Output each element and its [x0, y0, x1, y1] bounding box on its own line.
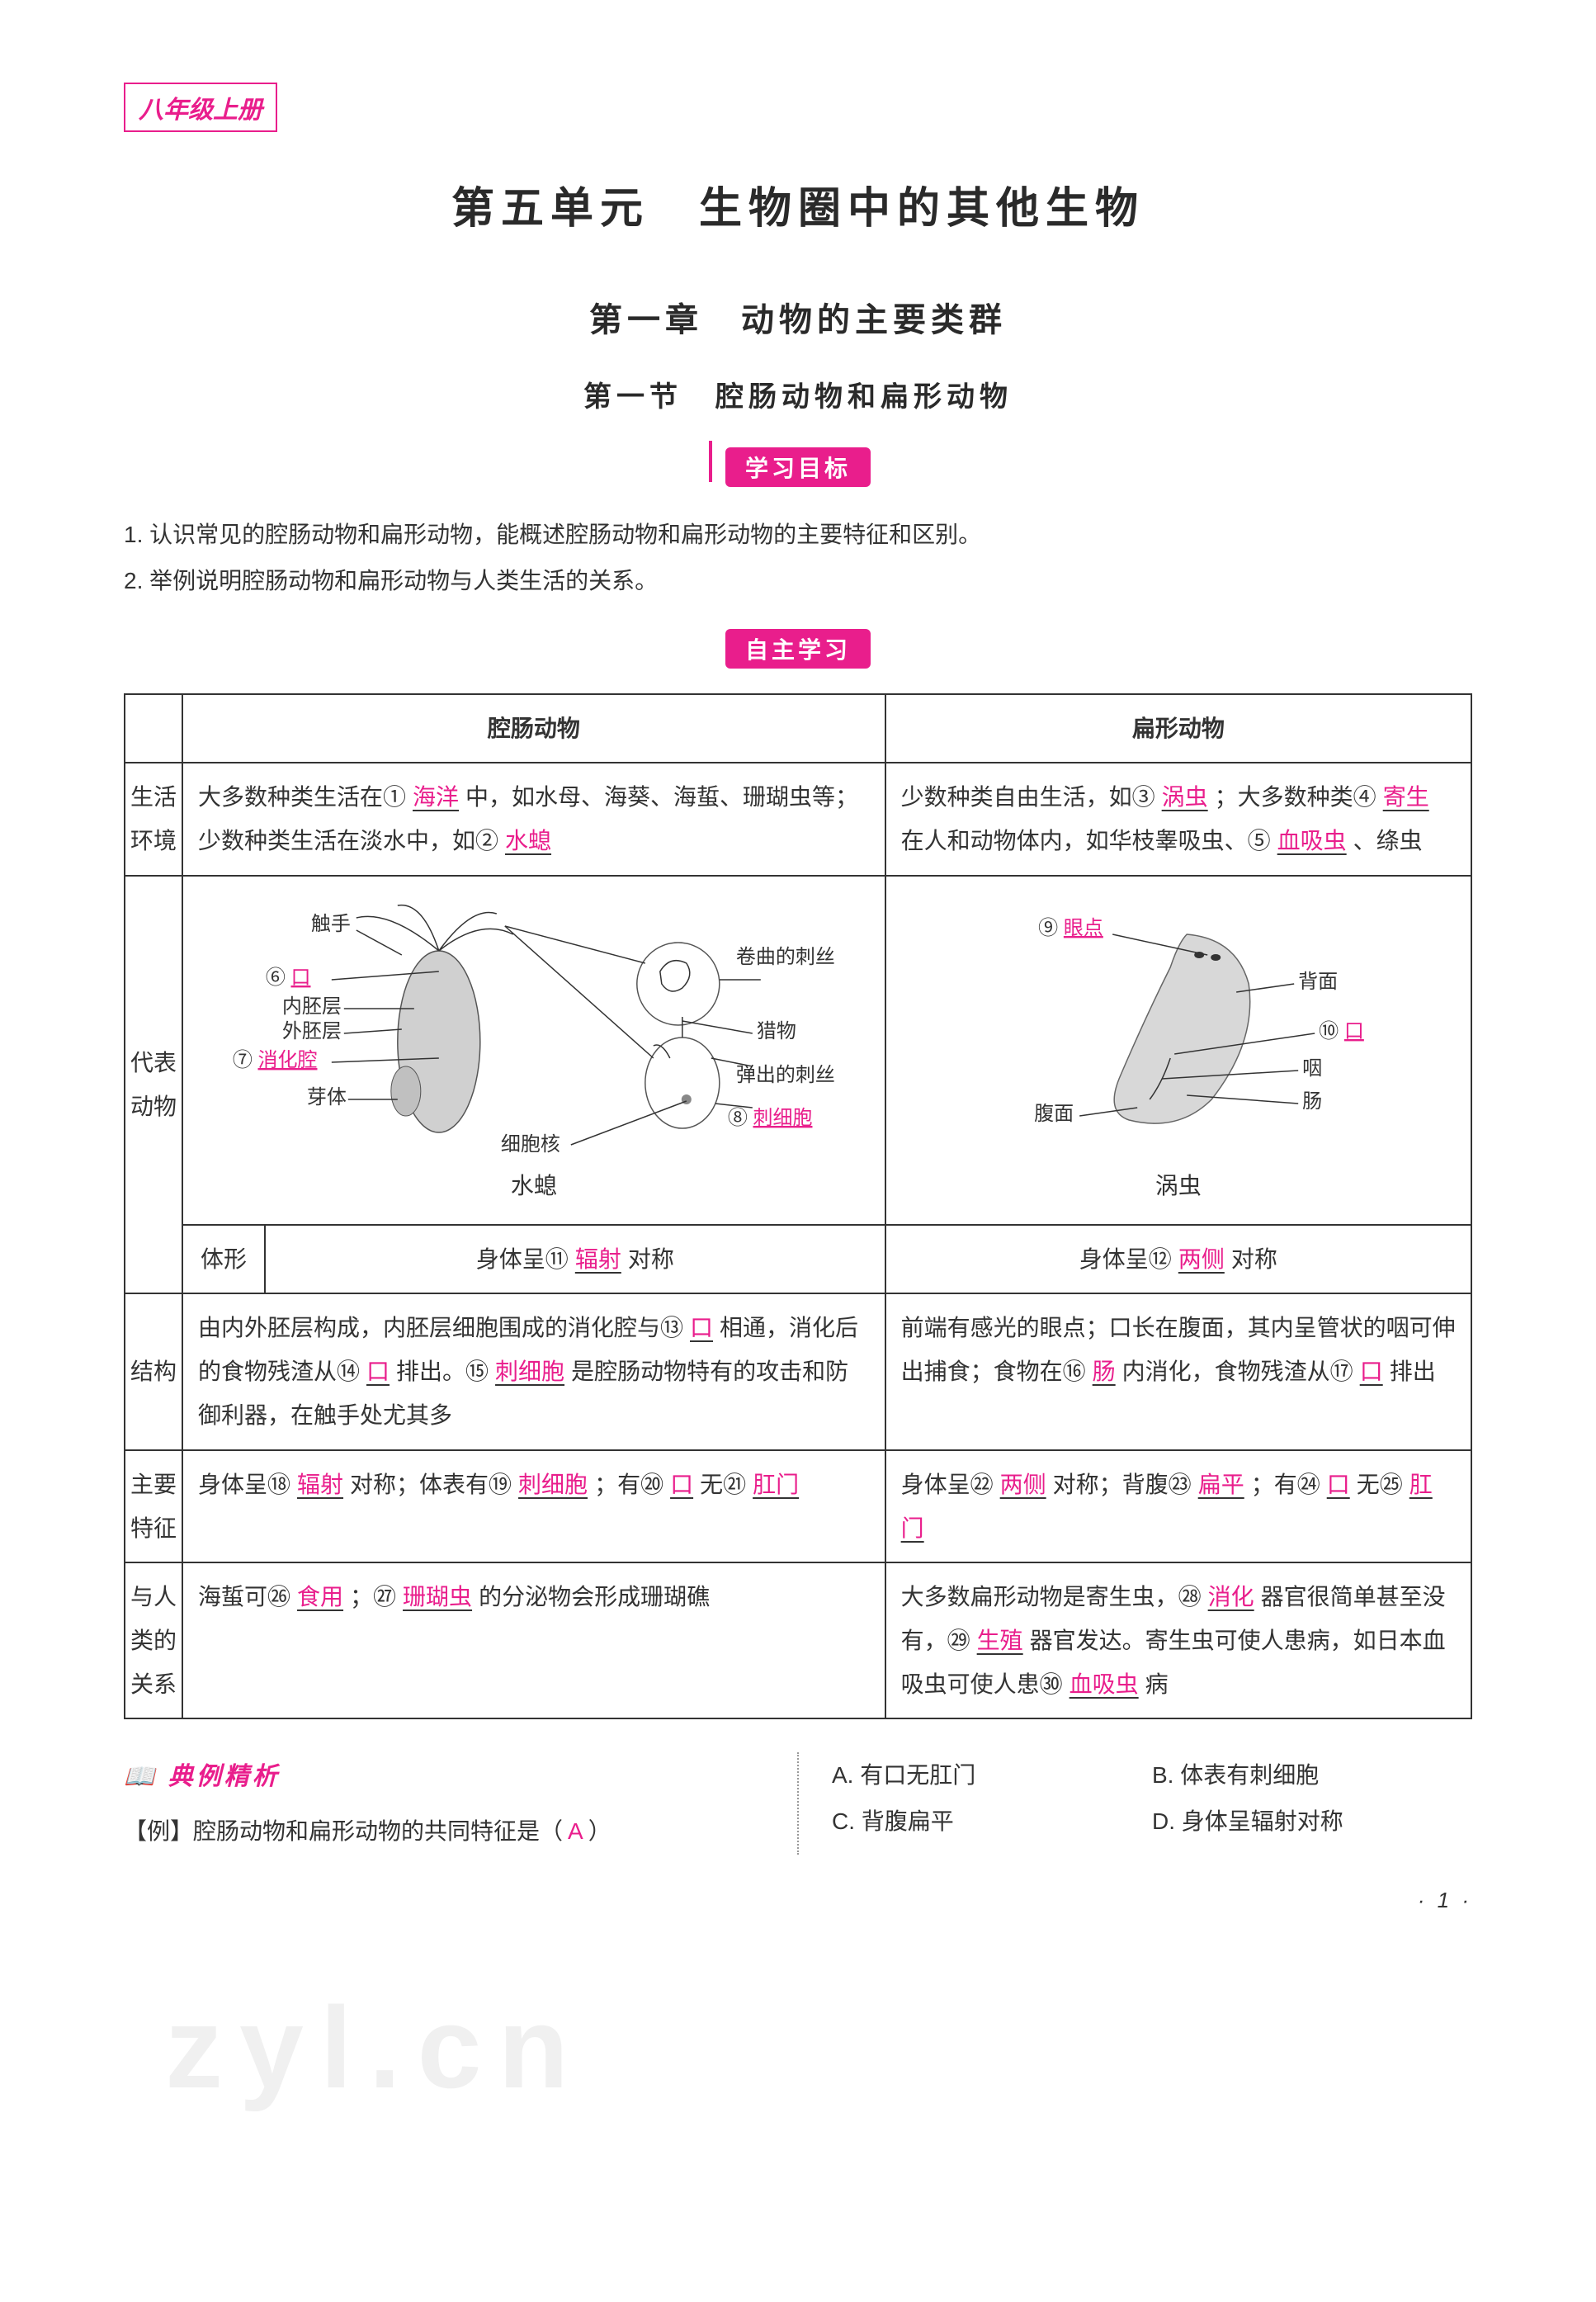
cell-feat-b: 身体呈㉒两侧对称；背腹㉓扁平；有㉔口无㉕肛门: [885, 1450, 1471, 1562]
example-options: A. 有口无肛门 B. 体表有刺细胞 C. 背腹扁平 D. 身体呈辐射对称: [797, 1752, 1472, 1855]
svg-text:肠: 肠: [1302, 1090, 1322, 1113]
row-header-human: 与人类的关系: [125, 1562, 182, 1719]
grade-badge: 八年级上册: [124, 83, 277, 132]
table-row: 主要特征 身体呈⑱辐射对称；体表有⑲刺细胞；有⑳口无㉑肛门 身体呈㉒两侧对称；背…: [125, 1450, 1471, 1562]
row-header-feat: 主要特征: [125, 1450, 182, 1562]
row-header-env: 生活环境: [125, 763, 182, 875]
option-d: D. 身体呈辐射对称: [1152, 1799, 1472, 1845]
self-study-badge: 自主学习: [124, 629, 1472, 669]
cell-shape-b: 身体呈⑫两侧对称: [885, 1225, 1471, 1293]
option-c: C. 背腹扁平: [832, 1799, 1152, 1845]
book-icon: 📖: [124, 1763, 158, 1790]
svg-text:背面: 背面: [1298, 971, 1338, 993]
svg-text:⑨ 眼点: ⑨ 眼点: [1038, 917, 1103, 939]
example-section: 📖 典例精析 【例】腔肠动物和扁形动物的共同特征是（A） A. 有口无肛门 B.…: [124, 1752, 1472, 1855]
table-header-row: 腔肠动物 扁形动物: [125, 694, 1471, 763]
objectives-list: 1. 认识常见的腔肠动物和扁形动物，能概述腔肠动物和扁形动物的主要特征和区别。 …: [124, 512, 1472, 604]
chapter-title: 第一章 动物的主要类群: [124, 293, 1472, 341]
option-b: B. 体表有刺细胞: [1152, 1752, 1472, 1799]
svg-text:触手: 触手: [311, 913, 351, 935]
page-number: · 1 ·: [124, 1888, 1472, 1913]
cell-struct-b: 前端有感光的眼点；口长在腹面，其内呈管状的咽可伸出捕食；食物在⑯肠内消化，食物残…: [885, 1293, 1471, 1450]
unit-title: 第五单元 生物圈中的其他生物: [124, 173, 1472, 235]
svg-text:外胚层: 外胚层: [282, 1020, 342, 1042]
example-question: 📖 典例精析 【例】腔肠动物和扁形动物的共同特征是（A）: [124, 1752, 797, 1855]
svg-text:细胞核: 细胞核: [501, 1133, 560, 1156]
table-row: 结构 由内外胚层构成，内胚层细胞围成的消化腔与⑬口相通，消化后的食物残渣从⑭口排…: [125, 1293, 1471, 1450]
planaria-diagram: ⑨ 眼点 背面 ⑩ 口 咽 腹面 肠: [903, 893, 1454, 1157]
svg-text:⑩ 口: ⑩ 口: [1319, 1020, 1364, 1042]
cell-env-a: 大多数种类生活在①海洋中，如水母、海葵、海蜇、珊瑚虫等；少数种类生活在淡水中，如…: [182, 763, 885, 875]
svg-text:芽体: 芽体: [307, 1086, 347, 1108]
table-row: 与人类的关系 海蜇可㉖食用；㉗珊瑚虫的分泌物会形成珊瑚礁 大多数扁形动物是寄生虫…: [125, 1562, 1471, 1719]
objective-item: 1. 认识常见的腔肠动物和扁形动物，能概述腔肠动物和扁形动物的主要特征和区别。: [124, 512, 1472, 558]
objective-item: 2. 举例说明腔肠动物和扁形动物与人类生活的关系。: [124, 558, 1472, 604]
svg-text:腹面: 腹面: [1034, 1103, 1074, 1125]
svg-text:弹出的刺丝: 弹出的刺丝: [736, 1064, 835, 1086]
sub-header-shape: 体形: [182, 1225, 265, 1293]
svg-text:卷曲的刺丝: 卷曲的刺丝: [736, 946, 835, 968]
watermark: zyl.cn: [165, 1981, 585, 2115]
table-row: 代表动物 触手 ⑥ 口 内胚层 外胚层 ⑦ 消化腔: [125, 876, 1471, 1225]
table-row: 生活环境 大多数种类生活在①海洋中，如水母、海葵、海蜇、珊瑚虫等；少数种类生活在…: [125, 763, 1471, 875]
cell-shape-a: 身体呈⑪辐射对称: [265, 1225, 885, 1293]
comparison-table: 腔肠动物 扁形动物 生活环境 大多数种类生活在①海洋中，如水母、海葵、海蜇、珊瑚…: [124, 693, 1472, 1719]
cell-env-b: 少数种类自由生活，如③涡虫；大多数种类④寄生在人和动物体内，如华枝睾吸虫、⑤血吸…: [885, 763, 1471, 875]
svg-text:猎物: 猎物: [757, 1020, 796, 1042]
svg-text:内胚层: 内胚层: [282, 995, 342, 1018]
learning-objectives-badge: 学习目标: [124, 447, 1472, 487]
col-header-b: 扁形动物: [885, 694, 1471, 763]
badge-label: 自主学习: [725, 629, 871, 669]
row-header-rep: 代表动物: [125, 876, 182, 1293]
option-a: A. 有口无肛门: [832, 1752, 1152, 1799]
example-heading: 📖 典例精析: [124, 1752, 764, 1802]
svg-text:⑦ 消化腔: ⑦ 消化腔: [233, 1049, 318, 1071]
cell-human-b: 大多数扁形动物是寄生虫，㉘消化器官很简单甚至没有，㉙生殖器官发达。寄生虫可使人患…: [885, 1562, 1471, 1719]
cell-struct-a: 由内外胚层构成，内胚层细胞围成的消化腔与⑬口相通，消化后的食物残渣从⑭口排出。⑮…: [182, 1293, 885, 1450]
cell-diagram-b: ⑨ 眼点 背面 ⑩ 口 咽 腹面 肠 涡虫: [885, 876, 1471, 1225]
hydra-diagram: 触手 ⑥ 口 内胚层 外胚层 ⑦ 消化腔 芽体 细胞核 卷曲的刺丝 猎物 弹出的…: [200, 893, 868, 1157]
cell-human-a: 海蜇可㉖食用；㉗珊瑚虫的分泌物会形成珊瑚礁: [182, 1562, 885, 1719]
table-row: 体形 身体呈⑪辐射对称 身体呈⑫两侧对称: [125, 1225, 1471, 1293]
svg-text:咽: 咽: [1302, 1057, 1322, 1080]
diagram-caption-a: 水螅: [200, 1164, 868, 1208]
row-header-struct: 结构: [125, 1293, 182, 1450]
svg-text:⑥ 口: ⑥ 口: [266, 967, 311, 989]
cell-diagram-a: 触手 ⑥ 口 内胚层 外胚层 ⑦ 消化腔 芽体 细胞核 卷曲的刺丝 猎物 弹出的…: [182, 876, 885, 1225]
svg-text:⑧ 刺细胞: ⑧ 刺细胞: [728, 1107, 813, 1129]
blank-header: [125, 694, 182, 763]
cell-feat-a: 身体呈⑱辐射对称；体表有⑲刺细胞；有⑳口无㉑肛门: [182, 1450, 885, 1562]
diagram-caption-b: 涡虫: [903, 1164, 1454, 1208]
badge-label: 学习目标: [725, 447, 871, 487]
col-header-a: 腔肠动物: [182, 694, 885, 763]
section-title: 第一节 腔肠动物和扁形动物: [124, 374, 1472, 414]
